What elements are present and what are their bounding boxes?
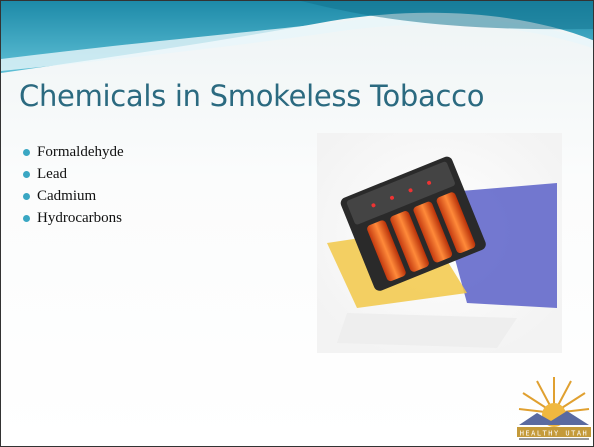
header-art	[1, 1, 594, 81]
logo: HEALTHY UTAH	[517, 373, 591, 443]
bullet-item: Cadmium	[23, 185, 124, 207]
photo	[317, 133, 562, 353]
bullet-list: Formaldehyde Lead Cadmium Hydrocarbons	[23, 141, 124, 229]
slide-title: Chemicals in Smokeless Tobacco	[19, 79, 484, 113]
bullet-item: Hydrocarbons	[23, 207, 124, 229]
logo-text: HEALTHY UTAH	[520, 430, 589, 438]
slide: Chemicals in Smokeless Tobacco Formaldeh…	[0, 0, 594, 447]
bullet-item: Formaldehyde	[23, 141, 124, 163]
bullet-item: Lead	[23, 163, 124, 185]
